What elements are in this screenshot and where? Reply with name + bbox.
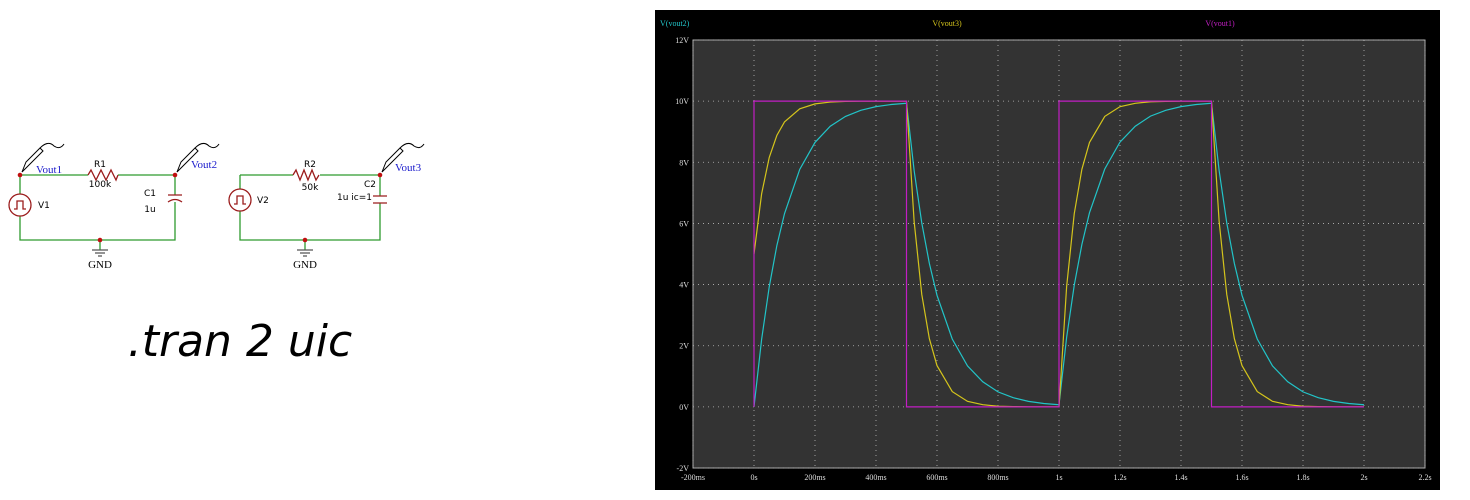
schematic-label: 100k <box>89 180 112 190</box>
y-tick-label: 12V <box>675 36 689 45</box>
components <box>8 168 387 217</box>
y-tick-label: 4V <box>679 281 689 290</box>
y-tick-label: 10V <box>675 97 689 106</box>
legend-entry: V(vout2) <box>660 19 690 28</box>
y-tick-label: 6V <box>679 219 689 228</box>
directive: .tran 2 uic <box>128 316 352 367</box>
schematic-label: GND <box>293 259 317 271</box>
y-tick-label: 0V <box>679 403 689 412</box>
x-tick-label: -200ms <box>681 473 705 482</box>
y-tick-label: -2V <box>677 464 690 473</box>
grounds <box>92 249 313 257</box>
schematic-label: R2 <box>304 160 316 170</box>
legend-entry: V(vout1) <box>1205 19 1235 28</box>
y-tick-label: 8V <box>679 158 689 167</box>
schematic-label: V2 <box>257 196 269 206</box>
schematic-label: GND <box>88 259 112 271</box>
x-tick-label: 1s <box>1055 473 1062 482</box>
x-tick-label: 1.4s <box>1174 473 1187 482</box>
schematic-label: R1 <box>94 160 106 170</box>
schematic-label: 1u <box>144 205 155 215</box>
schematic-label: Vout1 <box>36 164 62 176</box>
x-tick-label: 200ms <box>804 473 825 482</box>
x-tick-label: 1.2s <box>1113 473 1126 482</box>
y-tick-label: 2V <box>679 342 689 351</box>
legend-entry: V(vout3) <box>932 19 962 28</box>
x-tick-label: 0s <box>750 473 757 482</box>
nodes <box>17 172 383 243</box>
schematic-label: V1 <box>38 201 50 211</box>
series-line <box>753 100 1364 408</box>
x-tick-label: 2s <box>1360 473 1367 482</box>
schematic-label: Vout2 <box>191 159 217 171</box>
schematic-label: 50k <box>302 183 319 193</box>
x-tick-label: 1.6s <box>1235 473 1248 482</box>
schematic-label: C1 <box>144 189 156 199</box>
x-tick-label: 400ms <box>865 473 886 482</box>
wires <box>19 174 381 250</box>
schematic-label: C2 <box>364 180 376 190</box>
x-tick-label: 800ms <box>987 473 1008 482</box>
x-tick-label: 2.2s <box>1418 473 1431 482</box>
x-tick-label: 600ms <box>926 473 947 482</box>
schematic-label: Vout3 <box>395 162 422 174</box>
x-tick-label: 1.8s <box>1296 473 1309 482</box>
schematic-label: 1u ic=1 <box>337 193 372 203</box>
probes <box>21 142 425 173</box>
